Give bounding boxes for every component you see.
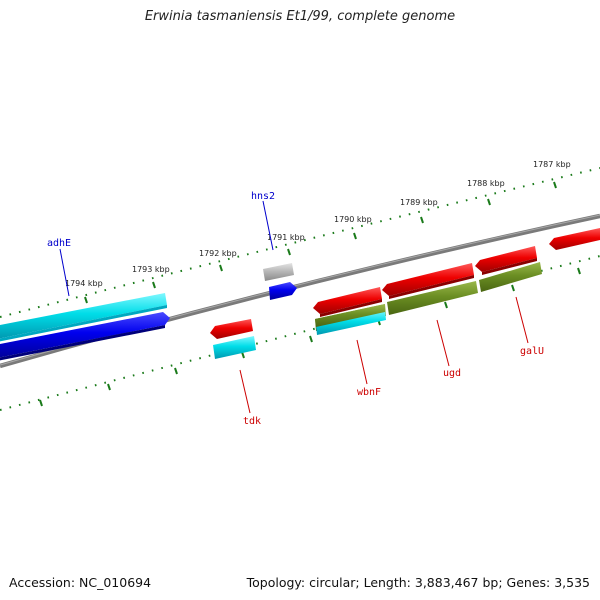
adhE-rna-band[interactable] <box>0 293 167 339</box>
lower-strand-features <box>210 228 600 359</box>
wbnF-rna-band[interactable] <box>316 310 386 335</box>
ruler-label: 1790 kbp <box>334 215 372 224</box>
ruler-labels: 1787 kbp 1788 kbp 1789 kbp 1790 kbp 1791… <box>65 160 571 288</box>
ruler-label: 1791 kbp <box>267 233 305 242</box>
gene-leaders <box>59 200 529 414</box>
ugd-red-cds[interactable] <box>382 263 474 296</box>
upper-strand-features <box>0 263 297 361</box>
ugd-olive-band[interactable] <box>387 281 478 315</box>
lower-major-ticks <box>39 267 581 407</box>
adhE-cds[interactable] <box>0 312 170 358</box>
ruler-label: 1789 kbp <box>400 198 438 207</box>
galU-olive-band[interactable] <box>479 262 542 292</box>
hns2-cds[interactable] <box>269 282 297 300</box>
ruler-label: 1793 kbp <box>132 265 170 274</box>
gene-label-ugd[interactable]: ugd <box>443 368 461 379</box>
tdk-cds[interactable] <box>210 319 253 339</box>
gene-labels: adhE hns2 tdk wbnF ugd galU <box>47 191 544 427</box>
ruler-label: 1792 kbp <box>199 249 237 258</box>
gene-label-hns2[interactable]: hns2 <box>251 191 275 202</box>
adjacent-red-cds[interactable] <box>549 228 600 250</box>
upper-ruler <box>0 167 600 318</box>
tdk-rna-band[interactable] <box>213 336 256 359</box>
ruler-label: 1787 kbp <box>533 160 571 169</box>
wbnF-red-cds[interactable] <box>313 287 382 314</box>
accession-text: Accession: NC_010694 <box>9 575 152 590</box>
galU-red-cds[interactable] <box>475 246 537 272</box>
gene-label-adhE[interactable]: adhE <box>47 238 71 249</box>
ruler-label: 1794 kbp <box>65 279 103 288</box>
ruler-label: 1788 kbp <box>467 179 505 188</box>
upper-major-ticks <box>84 181 557 304</box>
gene-label-tdk[interactable]: tdk <box>243 416 261 427</box>
hns2-pseudo[interactable] <box>263 263 294 281</box>
map-title: Erwinia tasmaniensis Et1/99, complete ge… <box>144 9 456 24</box>
topology-text: Topology: circular; Length: 3,883,467 bp… <box>246 575 590 590</box>
gene-label-galU[interactable]: galU <box>520 346 544 357</box>
gene-label-wbnF[interactable]: wbnF <box>357 387 381 398</box>
